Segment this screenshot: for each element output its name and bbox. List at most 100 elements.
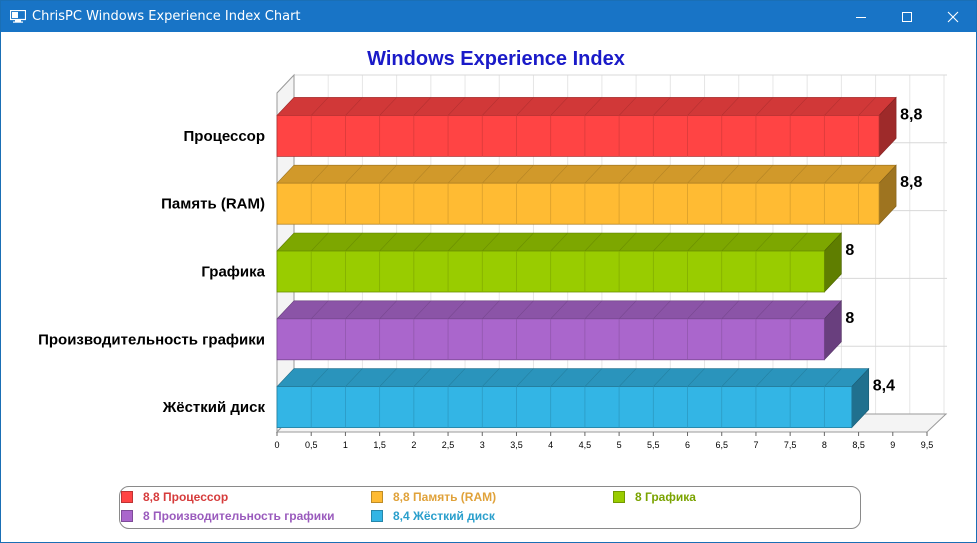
category-label: Память (RAM) — [161, 196, 265, 213]
category-label: Производительность графики — [38, 331, 265, 348]
bar-segment-top — [721, 300, 739, 320]
legend-item: 8,8 Процессор — [121, 490, 228, 504]
bar-segment-top — [755, 164, 774, 184]
legend-swatch — [371, 510, 383, 522]
x-tick-label: 4 — [548, 440, 553, 450]
bar-segment-top — [755, 97, 774, 116]
legend-swatch — [371, 491, 383, 503]
bar-segment-top — [755, 232, 774, 252]
bar-group: 8,4 Жёсткий диск — [162, 367, 895, 429]
legend-label: 8,8 Процессор — [143, 490, 229, 504]
bar-segment-top — [482, 368, 500, 387]
bar-segment-top — [345, 368, 363, 387]
bar-segment-top — [618, 300, 637, 320]
legend-label: 8 Графика — [635, 490, 696, 504]
bars: 8,8 Процессор 8,8 Память (RAM) 8 Графика 8 Прои… — [38, 96, 922, 429]
data-label: 8 — [845, 310, 854, 327]
bar-segment-top — [584, 232, 603, 252]
legend-swatch — [121, 491, 133, 503]
x-tick-label: 0 — [274, 440, 279, 450]
bar-segment-top — [447, 300, 466, 320]
x-tick-label: 6,5 — [715, 440, 728, 450]
bar — [276, 386, 853, 429]
bar-top — [276, 368, 870, 387]
monitor-icon — [10, 10, 26, 23]
title-bar[interactable]: ChrisPC Windows Experience Index Chart — [1, 1, 976, 32]
x-tick-label: 7 — [753, 440, 758, 450]
data-label: 8 — [845, 242, 854, 259]
bar-segment-top — [516, 164, 534, 184]
x-tick-label: 5,5 — [647, 440, 660, 450]
data-label: 8,8 — [900, 106, 922, 123]
bar-segment-top — [482, 164, 500, 184]
bar-segment-top — [310, 164, 329, 184]
bar-segment-top — [413, 368, 432, 387]
close-icon — [947, 11, 959, 22]
close-button[interactable] — [930, 1, 976, 32]
bar-segment-top — [584, 300, 603, 320]
chart-area: Windows Experience Index 0 0,5 1 1,5 2 2,5 3 3,5… — [1, 32, 976, 542]
bar-segment-top — [447, 164, 466, 184]
data-label: 8,8 — [900, 174, 922, 191]
bar-segment-top — [618, 232, 637, 252]
bar-segment-top — [618, 368, 637, 387]
x-tick-label: 1 — [343, 440, 348, 450]
bar-segment-top — [789, 164, 808, 184]
bar-group: 8 Производительность графики — [38, 300, 854, 361]
chart-title: Windows Experience Index — [367, 48, 625, 70]
bar-segment-top — [824, 97, 842, 116]
chart-svg: Windows Experience Index 0 0,5 1 1,5 2 2,5 3 3,5… — [38, 48, 948, 450]
bar-segment-top — [550, 97, 568, 116]
bar-segment-top — [687, 300, 705, 320]
bar-segment-top — [687, 97, 705, 116]
bar-top — [276, 164, 897, 184]
bar-segment-top — [379, 164, 397, 184]
bar-segment-top — [413, 97, 432, 116]
bar-segment-top — [482, 232, 500, 252]
bar-segment-top — [516, 232, 534, 252]
bar-segment-top — [379, 232, 397, 252]
legend-swatch — [613, 491, 625, 503]
bar-top — [276, 97, 897, 116]
x-tick-label: 4,5 — [579, 440, 592, 450]
bar — [276, 115, 880, 157]
x-tick-label: 5 — [617, 440, 622, 450]
bar-segment-top — [310, 368, 329, 387]
bar-segment-top — [721, 97, 739, 116]
bar-segment-top — [310, 232, 329, 252]
legend-label: 8,8 Память (RAM) — [393, 490, 497, 504]
window-title: ChrisPC Windows Experience Index Chart — [32, 9, 301, 24]
bar-segment-top — [653, 97, 671, 116]
bar-segment-top — [516, 300, 534, 320]
bar-group: 8,8 Память (RAM) — [161, 164, 922, 225]
bar-segment-top — [584, 164, 603, 184]
bar-segment-top — [379, 97, 397, 116]
bar-segment-top — [379, 300, 397, 320]
minimize-button[interactable] — [838, 1, 884, 32]
bar-segment-top — [687, 232, 705, 252]
bar-segment-top — [789, 232, 808, 252]
category-label: Графика — [201, 264, 265, 281]
maximize-icon — [902, 11, 912, 22]
minimize-icon — [856, 16, 866, 18]
bar-segment-top — [516, 368, 534, 387]
bar-segment-top — [721, 368, 739, 387]
category-label: Процессор — [184, 128, 265, 145]
x-tick-label: 6 — [685, 440, 690, 450]
bar-segment-top — [310, 97, 329, 116]
category-label: Жёсткий диск — [162, 399, 266, 416]
bar-segment-top — [721, 164, 739, 184]
chart-legend: 8,8 Процессор 8,8 Память (RAM) 8 Графика 8 … — [119, 486, 861, 529]
x-axis: 0 0,5 1 1,5 2 2,5 3 3,5 4 4,5 5 5,5 6 6,5 7 7,5 8 8,5 9 9,5 — [274, 432, 933, 450]
bar-segment-top — [653, 164, 671, 184]
x-tick-label: 8 — [822, 440, 827, 450]
bar-segment-top — [789, 97, 808, 116]
x-tick-label: 3,5 — [510, 440, 523, 450]
maximize-button[interactable] — [884, 1, 930, 32]
bar-segment-top — [618, 97, 637, 116]
bar-segment-top — [550, 232, 568, 252]
legend-swatch — [121, 510, 133, 522]
bar-segment-top — [413, 164, 432, 184]
bar-segment-top — [653, 232, 671, 252]
